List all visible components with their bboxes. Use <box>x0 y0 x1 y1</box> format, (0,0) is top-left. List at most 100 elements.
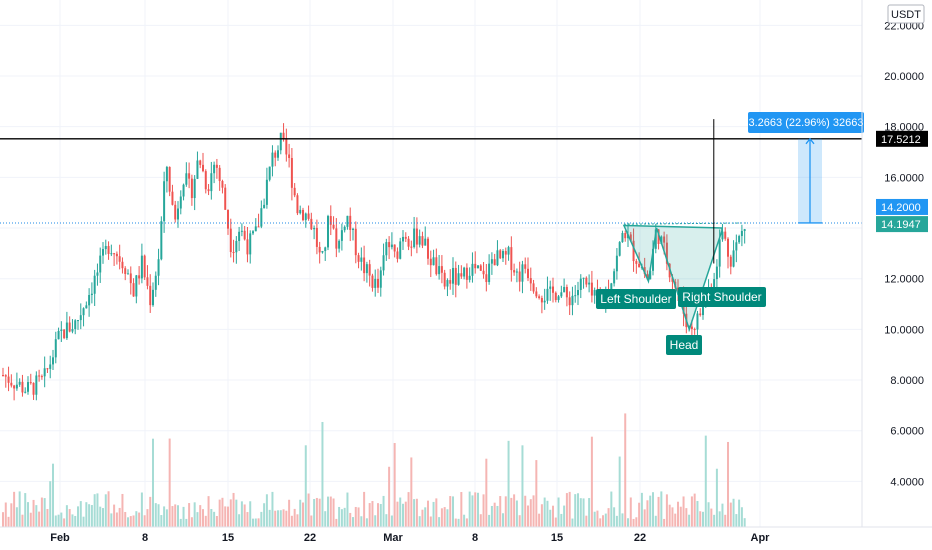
volume-bar <box>688 514 691 527</box>
candle-body <box>588 282 591 285</box>
volume-bar <box>574 494 577 527</box>
candle-body <box>440 266 443 273</box>
right-shoulder-label[interactable]: Right Shoulder <box>678 287 766 307</box>
candle-body <box>249 233 252 255</box>
volume-bar <box>160 515 163 527</box>
candle-body <box>296 195 299 214</box>
volume-bar <box>318 498 321 527</box>
candle-body <box>429 258 432 266</box>
candle-body <box>74 320 77 330</box>
candle-body <box>529 278 532 284</box>
candle-body <box>188 173 191 179</box>
candle-body <box>621 233 624 243</box>
volume-bar <box>104 494 107 527</box>
candle-body <box>71 329 74 332</box>
candle-body <box>135 275 138 297</box>
candle-body <box>665 242 668 264</box>
volume-bar <box>668 504 671 527</box>
candle-body <box>643 267 646 275</box>
volume-bar <box>263 503 266 527</box>
candle-body <box>740 230 743 237</box>
candle-body <box>146 277 149 286</box>
volume-bar <box>413 499 416 527</box>
candle-body <box>610 283 613 293</box>
candle-body <box>215 164 218 168</box>
volume-bar <box>268 509 271 527</box>
volume-bar <box>207 496 210 527</box>
volume-bar <box>338 506 341 527</box>
time-axis[interactable]: Feb 8 15 22 Mar 8 15 22 Apr <box>50 532 770 544</box>
volume-bar <box>407 492 410 527</box>
left-shoulder-label[interactable]: Left Shoulder <box>596 289 676 309</box>
volume-bar <box>343 507 346 527</box>
volume-bar <box>543 497 546 527</box>
volume-bar <box>315 497 318 527</box>
candle-body <box>204 171 207 190</box>
candle-body <box>285 138 288 155</box>
candle-body <box>490 259 493 264</box>
volume-bar <box>418 516 421 527</box>
volume-bar <box>560 513 563 527</box>
candle-body <box>132 283 135 297</box>
candle-body <box>452 267 455 284</box>
candle-body <box>54 339 57 358</box>
candle-body <box>213 164 216 174</box>
candle-body <box>629 234 632 241</box>
candle-body <box>646 274 649 280</box>
volume-bar <box>443 507 446 527</box>
volume-bar <box>643 509 646 527</box>
candle-body <box>260 208 263 227</box>
last-price-tag-bg <box>876 216 928 233</box>
candle-body <box>507 247 510 255</box>
candle-body <box>699 313 702 316</box>
candle-body <box>174 204 177 220</box>
volume-bar <box>557 497 560 527</box>
candle-body <box>157 259 160 276</box>
candle-body <box>438 266 441 275</box>
volume-bar <box>90 505 93 527</box>
candle-body <box>632 240 635 262</box>
candle-body <box>160 221 163 260</box>
volume-bar <box>232 492 235 527</box>
volume-bar <box>327 496 330 527</box>
candle-body <box>488 263 491 283</box>
price-range-label-bg <box>748 112 864 133</box>
volume-bar <box>607 508 610 527</box>
volume-bar <box>285 510 288 527</box>
volume-bar <box>510 497 513 527</box>
candle-body <box>218 167 221 182</box>
candle-body <box>29 382 32 384</box>
volume-bar <box>593 511 596 527</box>
volume-bar <box>288 499 291 527</box>
candle-body <box>65 322 68 339</box>
candle-body <box>546 288 549 301</box>
volume-bar <box>354 506 357 527</box>
candle-body <box>96 272 99 276</box>
candle-body <box>649 270 652 280</box>
currency-badge[interactable]: USDT <box>887 4 925 24</box>
volume-bar <box>163 506 166 527</box>
price-axis[interactable]: 22.000020.000018.000016.000014.000012.00… <box>884 20 924 488</box>
price-range-tool[interactable]: 3.2663 (22.96%) 32663 <box>748 112 864 224</box>
head-label[interactable]: Head <box>666 335 702 355</box>
candle-body <box>232 252 235 254</box>
candle-body <box>477 265 480 269</box>
volume-bar <box>274 510 277 527</box>
candle-body <box>563 286 566 293</box>
volume-bar <box>588 498 591 527</box>
candle-body <box>168 166 171 192</box>
volume-bar <box>449 496 452 527</box>
candle-body <box>377 278 380 288</box>
candle-body <box>521 264 524 282</box>
candle-body <box>418 236 421 245</box>
candle-body <box>60 329 63 331</box>
candle-body <box>393 244 396 252</box>
candle-body <box>349 215 352 230</box>
candle-body <box>449 280 452 284</box>
volume-bar <box>152 438 155 527</box>
candle-body <box>310 218 313 230</box>
volume-bar <box>32 499 35 527</box>
candle-body <box>410 246 413 248</box>
volume-bar <box>649 495 652 527</box>
volume-bar <box>524 495 527 527</box>
